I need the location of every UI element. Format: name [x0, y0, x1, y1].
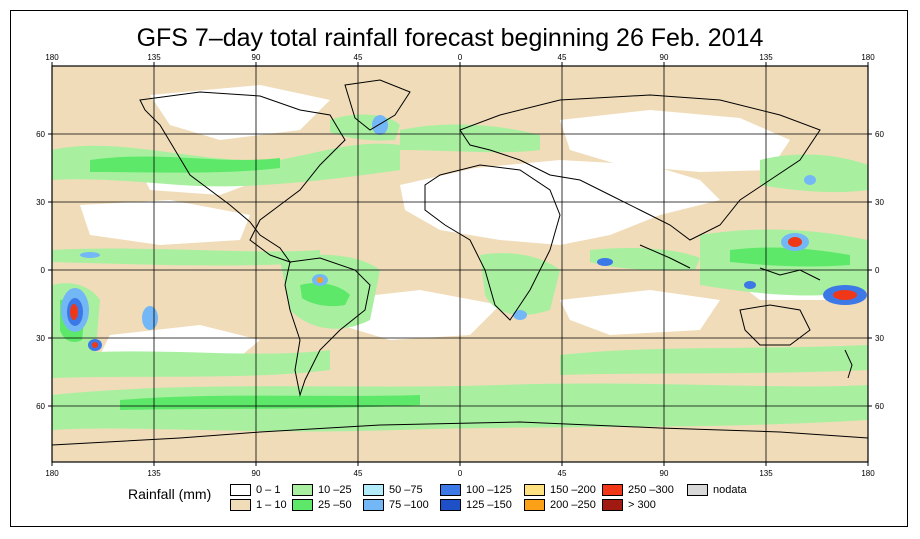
- legend-swatch: [292, 484, 313, 496]
- legend-swatch: [440, 484, 461, 496]
- lon-label-bottom: 90: [660, 469, 669, 478]
- coastlines: [52, 79, 868, 446]
- legend-range: 250 –300: [628, 484, 674, 496]
- legend-swatch: [524, 499, 545, 511]
- dry-regions: [80, 85, 850, 370]
- legend-swatch: [230, 499, 251, 511]
- legend-title: Rainfall (mm): [128, 486, 212, 502]
- lat-label-left: 60: [36, 130, 45, 139]
- lat-label-right: 60: [875, 402, 884, 411]
- lat-label-right: 30: [875, 198, 884, 207]
- intense-rain-patches: [61, 115, 867, 351]
- lat-label-right: 30: [875, 334, 884, 343]
- tick-marks: [48, 62, 872, 466]
- legend-range: 75 –100: [389, 499, 429, 511]
- legend-swatch: [602, 484, 623, 496]
- lon-label-bottom: 45: [354, 469, 363, 478]
- legend-range: 1 – 10: [256, 499, 287, 511]
- lon-label-top: 45: [354, 53, 363, 62]
- legend-swatch: [230, 484, 251, 496]
- legend-range: > 300: [628, 499, 656, 511]
- lat-label-left: 60: [36, 402, 45, 411]
- lon-label-bottom: 45: [558, 469, 567, 478]
- legend-swatch: [687, 484, 708, 496]
- lon-label-bottom: 135: [147, 469, 161, 478]
- lon-label-bottom: 180: [861, 469, 875, 478]
- legend-range: 100 –125: [466, 484, 512, 496]
- legend-swatch: [524, 484, 545, 496]
- lon-label-top: 135: [759, 53, 773, 62]
- lon-label-top: 90: [660, 53, 669, 62]
- legend-swatch: [602, 499, 623, 511]
- legend-range: nodata: [713, 484, 747, 496]
- lon-label-top: 180: [861, 53, 875, 62]
- legend-range: 150 –200: [550, 484, 596, 496]
- legend-range: 0 – 1: [256, 484, 281, 496]
- lon-label-top: 135: [147, 53, 161, 62]
- legend-swatch: [292, 499, 313, 511]
- lon-label-top: 180: [45, 53, 59, 62]
- map-title: GFS 7–day total rainfall forecast beginn…: [136, 24, 764, 52]
- figure-frame: [10, 10, 908, 527]
- legend-range: 10 –25: [318, 484, 352, 496]
- lat-label-left: 30: [36, 198, 45, 207]
- lon-label-bottom: 180: [45, 469, 59, 478]
- lat-label-left: 30: [36, 334, 45, 343]
- legend-swatch: [440, 499, 461, 511]
- lon-label-bottom: 135: [759, 469, 773, 478]
- graticule: [52, 66, 868, 462]
- legend-swatch: [363, 499, 384, 511]
- lon-label-bottom: 0: [458, 469, 463, 478]
- legend-range: 200 –250: [550, 499, 596, 511]
- legend-range: 50 –75: [389, 484, 423, 496]
- legend-range: 125 –150: [466, 499, 512, 511]
- lon-label-top: 0: [458, 53, 463, 62]
- lat-label-right: 60: [875, 130, 884, 139]
- lon-label-top: 45: [558, 53, 567, 62]
- lat-label-left: 0: [41, 266, 46, 275]
- lat-label-right: 0: [875, 266, 880, 275]
- legend-swatch: [363, 484, 384, 496]
- lon-label-top: 90: [252, 53, 261, 62]
- legend-range: 25 –50: [318, 499, 352, 511]
- lon-label-bottom: 90: [252, 469, 261, 478]
